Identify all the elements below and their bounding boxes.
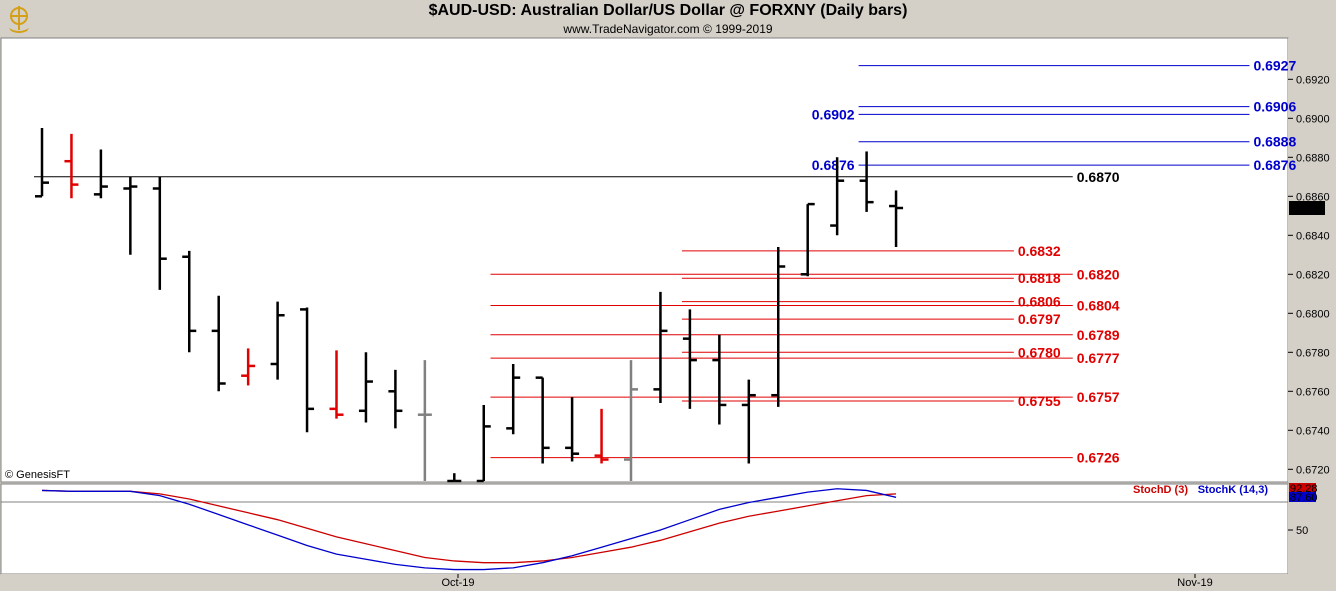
level-label: 0.6789 [1077, 327, 1120, 343]
ohlc-bar [682, 309, 697, 409]
level-label: 0.6870 [1077, 169, 1120, 185]
level-label: 0.6757 [1077, 389, 1120, 405]
stoch-series-line [41, 488, 897, 571]
level-label: 0.6726 [1077, 450, 1120, 466]
level-label: 0.6927 [1253, 58, 1296, 74]
date-axis-panel [1, 574, 1335, 591]
level-label: 0.6876 [812, 157, 855, 173]
stoch-series-line [41, 489, 897, 564]
level-label: 0.6804 [1077, 298, 1120, 314]
ohlc-bar [800, 202, 815, 277]
ohlc-bar [476, 404, 491, 483]
price-tick-label: 0.6900 [1296, 113, 1330, 125]
price-tick-label: 0.6760 [1296, 386, 1330, 398]
ohlc-bar [771, 247, 786, 407]
level-label: 0.6806 [1018, 294, 1061, 310]
ohlc-bar [712, 334, 727, 425]
ohlc-bar [388, 369, 403, 429]
stoch-d-legend: StochD (3) [1133, 484, 1188, 496]
ohlc-bar [624, 360, 638, 481]
ohlc-bar [859, 151, 874, 212]
stoch-panel [0, 483, 1289, 575]
date-tick-label: Oct-19 [441, 577, 474, 589]
ohlc-bar [329, 350, 344, 419]
level-label: 0.6780 [1018, 344, 1061, 360]
price-tick-label: 0.6740 [1296, 425, 1330, 437]
price-tick-label: 0.6820 [1296, 269, 1330, 281]
ohlc-bar [358, 352, 373, 423]
chart-header: $AUD-USD: Australian Dollar/US Dollar @ … [0, 0, 1336, 40]
ohlc-bar [506, 364, 521, 435]
price-bars [35, 128, 904, 483]
ohlc-bar [123, 176, 138, 255]
ohlc-bar [594, 408, 609, 464]
level-label: 0.6818 [1018, 270, 1061, 286]
price-tick-label: 0.6880 [1296, 152, 1330, 164]
ohlc-bar [211, 295, 226, 392]
price-tick-label: 0.6860 [1296, 191, 1330, 203]
ohlc-bar [653, 291, 668, 403]
price-axis-panel [1288, 38, 1335, 482]
ohlc-bar [152, 176, 167, 290]
ohlc-bar [300, 307, 315, 433]
ohlc-bar [182, 250, 197, 353]
ohlc-bar [741, 379, 756, 464]
chart-subtitle: www.TradeNavigator.com © 1999-2019 [563, 22, 773, 36]
ohlc-bar [447, 473, 462, 483]
stoch-value-tag [1289, 492, 1316, 502]
ohlc-bar [830, 157, 845, 236]
price-tick-label: 0.6720 [1296, 464, 1330, 476]
ohlc-bar [93, 149, 108, 199]
ohlc-bar [535, 376, 550, 464]
chart-title: $AUD-USD: Australian Dollar/US Dollar @ … [428, 2, 908, 19]
ohlc-bar [417, 360, 432, 481]
ohlc-bar [241, 348, 256, 386]
price-tick-label: 0.6800 [1296, 308, 1330, 320]
stoch-tick-label: 50 [1296, 525, 1308, 537]
stoch-value-tag [1289, 483, 1316, 493]
level-label: 0.6797 [1018, 311, 1061, 327]
ohlc-bar [64, 133, 79, 199]
price-tick-label: 0.6780 [1296, 347, 1330, 359]
ohlc-bar [889, 190, 904, 247]
price-panel [0, 37, 1289, 483]
stoch-k-legend: StochK (14,3) [1198, 484, 1269, 496]
level-label: 0.6902 [812, 106, 855, 122]
level-label: 0.6777 [1077, 350, 1120, 366]
date-tick-label: Nov-19 [1177, 577, 1212, 589]
price-axis: 0.6920 0.6900 0.6880 0.6860 0.6840 0.6820 0.68… [1288, 74, 1330, 476]
price-tick-label: 0.6840 [1296, 230, 1330, 242]
ohlc-bar [35, 128, 49, 198]
level-lines: 0.6927 0.6906 0.6902 0.6888 0.6876 0.6876 0.68… [34, 58, 1296, 466]
level-label: 0.6755 [1018, 393, 1061, 409]
level-label: 0.6888 [1253, 134, 1296, 150]
level-label: 0.6832 [1018, 243, 1061, 259]
date-axis: Oct-19 Nov-19 [441, 574, 1213, 589]
level-label: 0.6906 [1253, 99, 1296, 115]
stoch-value-label: 87.60 [1290, 492, 1318, 504]
level-label: 0.6876 [1253, 157, 1296, 173]
ohlc-bar [565, 397, 580, 462]
last-price-tag [1289, 201, 1325, 215]
price-tick-label: 0.6920 [1296, 74, 1330, 86]
gold-ship-wheel-icon [4, 4, 34, 34]
ohlc-bar [270, 301, 285, 380]
level-label: 0.6820 [1077, 266, 1120, 282]
last-price-label: 0.6854 [1291, 203, 1325, 215]
watermark: © GenesisFT [5, 469, 70, 481]
